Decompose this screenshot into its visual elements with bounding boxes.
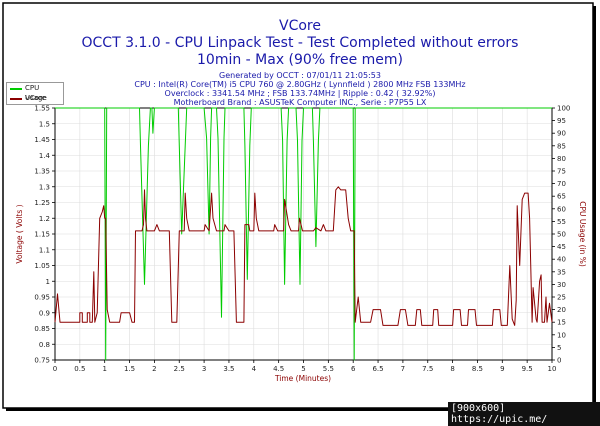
- y-tick-label: 0.85: [34, 325, 50, 333]
- x-tick-label: 7: [401, 365, 405, 373]
- y2-tick-label: 60: [557, 205, 566, 213]
- x-tick-label: 2.5: [174, 365, 185, 373]
- legend-swatch-cpu-usage: [10, 88, 22, 90]
- y-tick-label: 0.95: [34, 294, 50, 302]
- legend-label-vcore: VCore: [25, 94, 46, 102]
- image-host-watermark: [900x600] https://upic.me/: [448, 402, 600, 426]
- y2-tick-label: 70: [557, 180, 566, 188]
- cpu-info: CPU : Intel(R) Core(TM) i5 CPU 760 @ 2.8…: [134, 80, 466, 89]
- y-tick-label: 1: [46, 278, 50, 286]
- x-tick-label: 6: [351, 365, 356, 373]
- x-tick-label: 7.5: [422, 365, 433, 373]
- series-line-vcore: [54, 186, 553, 326]
- y-tick-label: 0.9: [39, 309, 50, 317]
- y2-tick-label: 35: [557, 268, 566, 276]
- y-tick-label: 0.8: [39, 341, 50, 349]
- y-axis-label: Voltage ( Volts ): [15, 204, 24, 263]
- legend-item-vcore: VCore: [7, 93, 63, 103]
- y2-tick-label: 15: [557, 319, 566, 327]
- series-layer: [54, 107, 553, 361]
- x-tick-label: 1: [102, 365, 106, 373]
- y2-tick-label: 5: [557, 344, 561, 352]
- grid-lines: [54, 107, 553, 361]
- y2-tick-label: 100: [557, 105, 570, 113]
- overclock-info: Overclock : 3341.54 MHz ; FSB 133.74MHz …: [164, 89, 436, 98]
- x-tick-label: 3: [202, 365, 206, 373]
- generated-info: Generated by OCCT : 07/01/11 21:05:53: [219, 71, 381, 80]
- axis-ticks: 0 0.5 1 1.5 2 2.5 3 3.5 4 4.5 5 5.5 6 6.5 7 7.5 8 8.5 9 9.5…: [34, 105, 570, 374]
- motherboard-info: Motherboard Brand : ASUSTeK Computer INC…: [173, 98, 427, 107]
- x-tick-label: 9: [500, 365, 504, 373]
- y-tick-label: 1.5: [39, 120, 50, 128]
- x-tick-label: 4: [252, 365, 257, 373]
- x-tick-label: 0.5: [74, 365, 85, 373]
- x-tick-label: 5.5: [323, 365, 334, 373]
- legend-item-cpu-usage: CPU Usage: [7, 83, 63, 102]
- x-tick-label: 5: [301, 365, 305, 373]
- y-tick-label: 1.2: [39, 215, 50, 223]
- y-tick-label: 0.75: [34, 357, 50, 365]
- y2-tick-label: 10: [557, 331, 566, 339]
- y-tick-label: 1.35: [34, 168, 50, 176]
- y2-axis-label: CPU Usage (in %): [578, 201, 587, 267]
- y2-tick-label: 0: [557, 357, 561, 365]
- y2-tick-label: 30: [557, 281, 566, 289]
- y2-tick-label: 45: [557, 243, 566, 251]
- chart-legend: CPU Usage VCore: [6, 82, 64, 105]
- x-tick-label: 2: [152, 365, 156, 373]
- x-tick-label: 4.5: [273, 365, 284, 373]
- y2-tick-label: 40: [557, 256, 566, 264]
- y-tick-label: 1.1: [39, 246, 50, 254]
- x-tick-label: 1.5: [124, 365, 135, 373]
- y-tick-label: 1.3: [39, 183, 50, 191]
- y2-tick-label: 85: [557, 142, 566, 150]
- y2-tick-label: 55: [557, 218, 566, 226]
- legend-label-cpu-usage: CPU Usage: [25, 84, 47, 102]
- x-tick-label: 3.5: [223, 365, 234, 373]
- y-tick-label: 1.55: [34, 105, 50, 113]
- legend-swatch-vcore: [10, 98, 22, 100]
- x-axis-label: Time (Minutes): [274, 374, 331, 383]
- y-tick-label: 1.4: [39, 152, 51, 160]
- test-subtitle: OCCT 3.1.0 - CPU Linpack Test - Test Com…: [81, 35, 519, 51]
- x-tick-label: 6.5: [372, 365, 383, 373]
- y2-tick-label: 25: [557, 294, 566, 302]
- y-tick-label: 1.05: [34, 262, 50, 270]
- y2-tick-label: 65: [557, 193, 566, 201]
- series-line-cpu-usage: [55, 107, 552, 361]
- x-tick-label: 0: [53, 365, 57, 373]
- y2-tick-label: 75: [557, 168, 566, 176]
- x-tick-label: 8: [450, 365, 454, 373]
- x-tick-label: 10: [548, 365, 557, 373]
- y-tick-label: 1.25: [34, 199, 50, 207]
- y-tick-label: 1.45: [34, 136, 50, 144]
- x-tick-label: 9.5: [522, 365, 533, 373]
- y2-tick-label: 90: [557, 130, 566, 138]
- x-tick-label: 8.5: [472, 365, 483, 373]
- y2-tick-label: 50: [557, 231, 566, 239]
- chart-title: VCore: [279, 18, 321, 34]
- test-mode: 10min - Max (90% free mem): [197, 52, 403, 68]
- y2-tick-label: 80: [557, 155, 566, 163]
- y2-tick-label: 20: [557, 306, 566, 314]
- y-tick-label: 1.15: [34, 231, 50, 239]
- y2-tick-label: 95: [557, 117, 566, 125]
